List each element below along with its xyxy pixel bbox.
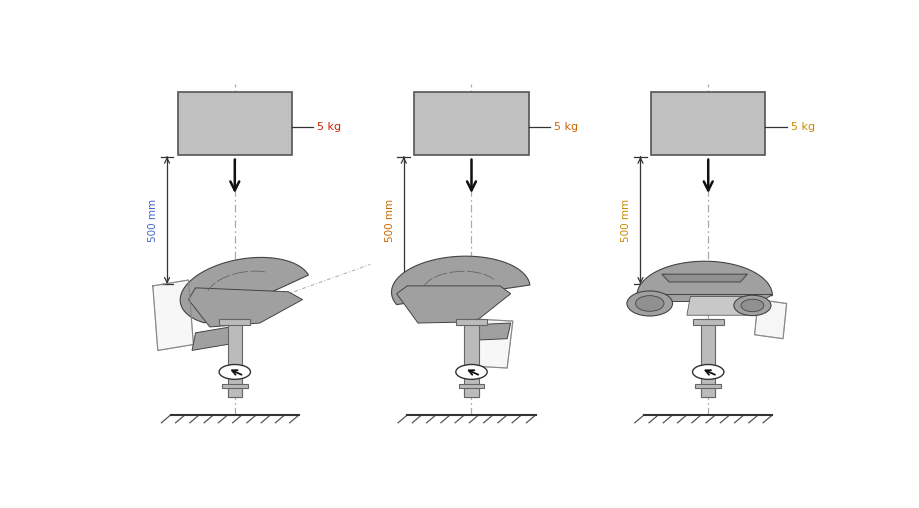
Text: 500 mm: 500 mm [384, 199, 394, 242]
Bar [177, 92, 291, 155]
Circle shape [626, 291, 672, 316]
Polygon shape [695, 384, 720, 388]
Text: 500 mm: 500 mm [620, 199, 630, 242]
Polygon shape [396, 286, 510, 323]
Polygon shape [636, 261, 772, 296]
Polygon shape [455, 319, 487, 325]
Polygon shape [686, 297, 750, 315]
Text: 5 kg: 5 kg [790, 122, 814, 133]
Text: 500 mm: 500 mm [148, 199, 158, 242]
Polygon shape [153, 280, 193, 351]
Polygon shape [391, 256, 529, 305]
Polygon shape [219, 319, 250, 325]
Bar [414, 92, 528, 155]
Polygon shape [700, 319, 715, 397]
Polygon shape [754, 300, 786, 339]
Polygon shape [464, 319, 478, 397]
Polygon shape [180, 258, 308, 323]
Text: 5 kg: 5 kg [553, 122, 578, 133]
Polygon shape [692, 319, 723, 325]
Polygon shape [227, 388, 242, 397]
Circle shape [740, 299, 763, 312]
Polygon shape [221, 384, 247, 388]
Circle shape [635, 296, 664, 311]
Polygon shape [464, 388, 478, 397]
Ellipse shape [692, 365, 723, 379]
Polygon shape [227, 319, 242, 397]
Bar [651, 92, 765, 155]
Polygon shape [661, 274, 746, 282]
Ellipse shape [219, 365, 250, 379]
Circle shape [733, 295, 770, 315]
Polygon shape [192, 325, 242, 351]
Polygon shape [188, 288, 302, 327]
Ellipse shape [455, 365, 487, 379]
Polygon shape [471, 319, 512, 368]
Polygon shape [700, 388, 715, 397]
Polygon shape [464, 323, 510, 341]
Polygon shape [636, 295, 772, 302]
Text: 5 kg: 5 kg [317, 122, 341, 133]
Polygon shape [459, 384, 483, 388]
